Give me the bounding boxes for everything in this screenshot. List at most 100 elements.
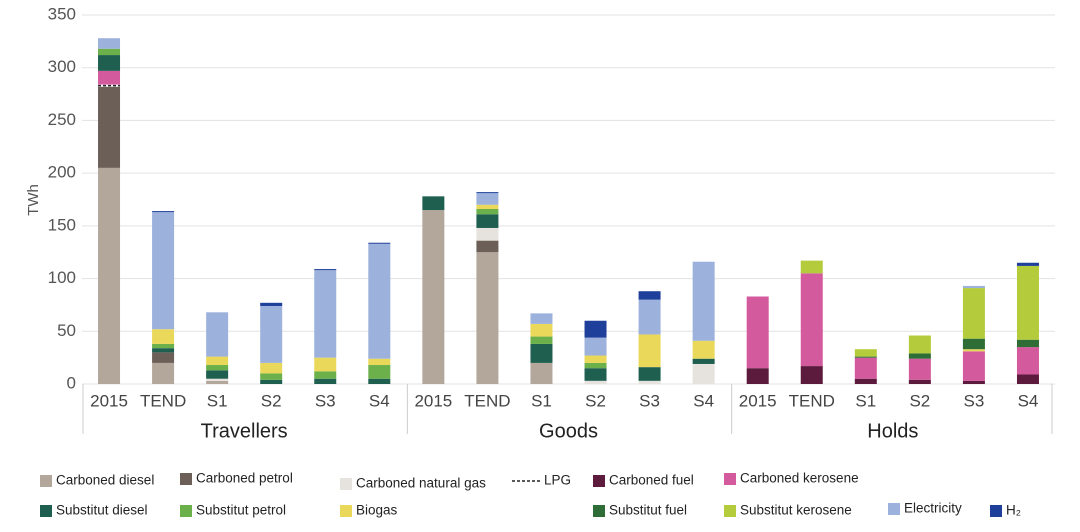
x-tick-label: S4	[693, 391, 714, 410]
x-tick-label: TEND	[789, 391, 835, 410]
bar-segment	[584, 368, 607, 381]
bar-segment	[314, 378, 337, 384]
bar-segment	[476, 193, 499, 205]
bar-segment	[260, 305, 283, 363]
bar-segment	[530, 343, 553, 363]
bar-segment	[422, 196, 445, 211]
group-label: Travellers	[201, 420, 288, 442]
group-label: Holds	[867, 420, 918, 442]
legend-swatch	[180, 505, 192, 517]
bar-segment	[1016, 265, 1039, 340]
bar-segment	[152, 212, 175, 330]
legend-label: H₂	[1006, 503, 1021, 518]
legend-swatch	[180, 473, 192, 485]
bar-segment	[530, 362, 553, 384]
legend-swatch	[724, 473, 736, 485]
x-tick-label: S3	[639, 391, 660, 410]
legend-swatch	[990, 505, 1002, 517]
bar-segment	[746, 296, 769, 369]
y-tick-label: 300	[48, 57, 76, 76]
legend-swatch	[40, 505, 52, 517]
bar-segment	[152, 348, 175, 353]
bar-segment	[314, 371, 337, 379]
x-tick-label: TEND	[140, 391, 186, 410]
bar-segment	[962, 285, 985, 289]
y-tick-label: 200	[48, 163, 76, 182]
bar-segment	[692, 340, 715, 359]
bar-segment	[584, 355, 607, 363]
x-tick-label: S3	[964, 391, 985, 410]
bar-segment	[584, 380, 607, 384]
y-tick-label: 0	[67, 373, 76, 392]
y-axis-label: TWh	[25, 184, 42, 216]
bar-segment	[530, 313, 553, 324]
bar-segment	[476, 204, 499, 209]
bar-segment	[152, 329, 175, 344]
bar-segment	[476, 240, 499, 253]
bar-segment	[98, 167, 121, 384]
bar-segment	[206, 312, 229, 357]
bar-segment	[1016, 374, 1039, 384]
bar-segment	[422, 210, 445, 384]
y-tick-label: 150	[48, 215, 76, 234]
bar-segment	[800, 366, 823, 384]
bar-segment	[260, 379, 283, 384]
y-tick-label: 250	[48, 110, 76, 129]
bar-segment	[314, 357, 337, 372]
bar-segment	[692, 358, 715, 364]
bar-segment	[98, 86, 121, 168]
legend-label: Electricity	[904, 501, 962, 516]
bar-segment	[368, 365, 391, 379]
bar-segment	[692, 363, 715, 384]
legend-label: Substitut diesel	[56, 503, 148, 518]
bar-segment	[746, 368, 769, 384]
bar-segment	[962, 351, 985, 381]
y-tick-label: 100	[48, 268, 76, 287]
bar-segment	[962, 349, 985, 352]
legend-label: Biogas	[356, 503, 398, 518]
bar-segment	[692, 261, 715, 341]
bar-segment	[854, 349, 877, 357]
legend-label: Carboned petrol	[196, 471, 293, 486]
legend-label: Substitut kerosene	[740, 503, 852, 518]
x-tick-label: S1	[855, 391, 876, 410]
bar-segment	[314, 270, 337, 358]
x-tick-label: S1	[531, 391, 552, 410]
bar-segment	[260, 362, 283, 374]
bar-segment	[800, 273, 823, 367]
group-label: Goods	[539, 420, 598, 442]
bar-segment	[530, 323, 553, 337]
bar-segment	[314, 269, 337, 271]
bar-segment	[206, 380, 229, 384]
x-tick-label: 2015	[90, 391, 128, 410]
bar-segment	[584, 362, 607, 369]
bar-segment	[368, 243, 391, 359]
bar-segment	[638, 367, 661, 381]
bar-segment	[908, 353, 931, 359]
legend-label: Substitut fuel	[609, 503, 687, 518]
bar-segment	[368, 378, 391, 384]
bar-segment	[638, 299, 661, 335]
legend-label: LPG	[544, 473, 571, 488]
bar-segment	[368, 242, 391, 244]
bar-segment	[368, 358, 391, 366]
bar-segment	[206, 356, 229, 366]
bar-segment	[638, 334, 661, 368]
bar-segment	[476, 252, 499, 384]
x-tick-label: S3	[315, 391, 336, 410]
bar-segment	[476, 208, 499, 215]
bar-segment	[206, 365, 229, 371]
bar-segment	[584, 337, 607, 356]
bar-segment	[152, 352, 175, 363]
bar-segment	[854, 356, 877, 358]
y-tick-label: 50	[57, 321, 76, 340]
bar-segment	[206, 378, 229, 381]
bar-segment	[98, 55, 121, 71]
bar-segment	[854, 378, 877, 384]
bar-segment	[1016, 347, 1039, 375]
bar-segment	[962, 338, 985, 350]
x-tick-label: TEND	[464, 391, 510, 410]
y-tick-label: 350	[48, 4, 76, 23]
bar-segment	[98, 38, 121, 49]
x-tick-label: S2	[585, 391, 606, 410]
